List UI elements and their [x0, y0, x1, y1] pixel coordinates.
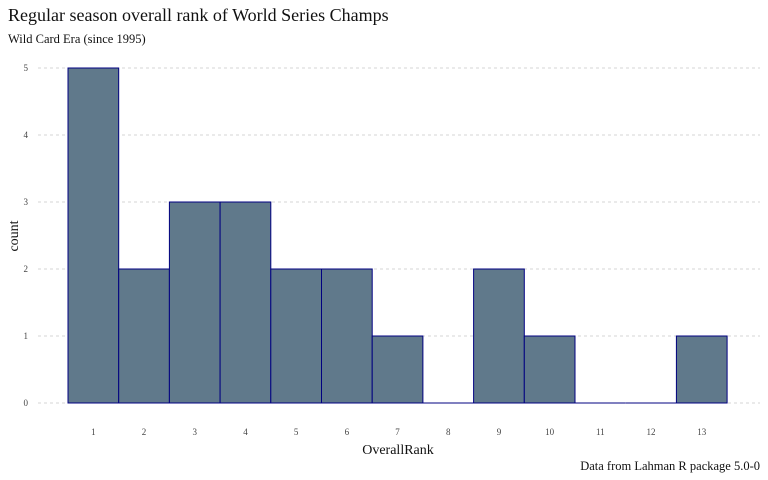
bar-rank-1	[67, 67, 120, 404]
bar-rank-3	[168, 201, 221, 404]
y-tick-label: 3	[24, 197, 29, 207]
x-tick-label: 8	[446, 427, 451, 437]
y-tick-labels: 0 1 2 3 4 5	[24, 63, 29, 408]
x-tick-label: 10	[545, 427, 555, 437]
chart-subtitle: Wild Card Era (since 1995)	[8, 32, 146, 46]
bar-rank-4	[219, 201, 272, 404]
x-tick-label: 13	[697, 427, 707, 437]
y-tick-label: 5	[24, 63, 29, 73]
x-tick-label: 2	[142, 427, 147, 437]
bar-rank-9	[473, 268, 525, 404]
chart-caption: Data from Lahman R package 5.0-0	[580, 459, 760, 473]
bar-rank-7	[371, 335, 424, 404]
x-axis-title: OverallRank	[362, 443, 434, 458]
bars	[67, 67, 728, 404]
x-tick-label: 6	[345, 427, 350, 437]
bar-rank-13	[675, 335, 728, 404]
bar-rank-10	[523, 335, 576, 404]
x-tick-label: 12	[647, 427, 656, 437]
x-tick-label: 1	[91, 427, 96, 437]
x-tick-label: 3	[193, 427, 198, 437]
y-tick-label: 2	[24, 264, 29, 274]
bar-rank-6	[321, 268, 373, 404]
y-tick-label: 4	[24, 130, 29, 140]
y-tick-label: 0	[24, 398, 29, 408]
x-tick-label: 5	[294, 427, 299, 437]
bar-rank-5	[270, 268, 322, 404]
x-tick-label: 7	[395, 427, 400, 437]
x-tick-label: 4	[243, 427, 248, 437]
x-tick-label: 11	[596, 427, 605, 437]
chart-title: Regular season overall rank of World Ser…	[8, 5, 389, 25]
y-axis-title: count	[7, 220, 22, 251]
bar-rank-2	[118, 268, 170, 404]
x-tick-labels: 1 2 3 4 5 6 7 8 9 10 11 12 13	[91, 427, 707, 437]
y-tick-label: 1	[24, 331, 29, 341]
x-tick-label: 9	[497, 427, 502, 437]
